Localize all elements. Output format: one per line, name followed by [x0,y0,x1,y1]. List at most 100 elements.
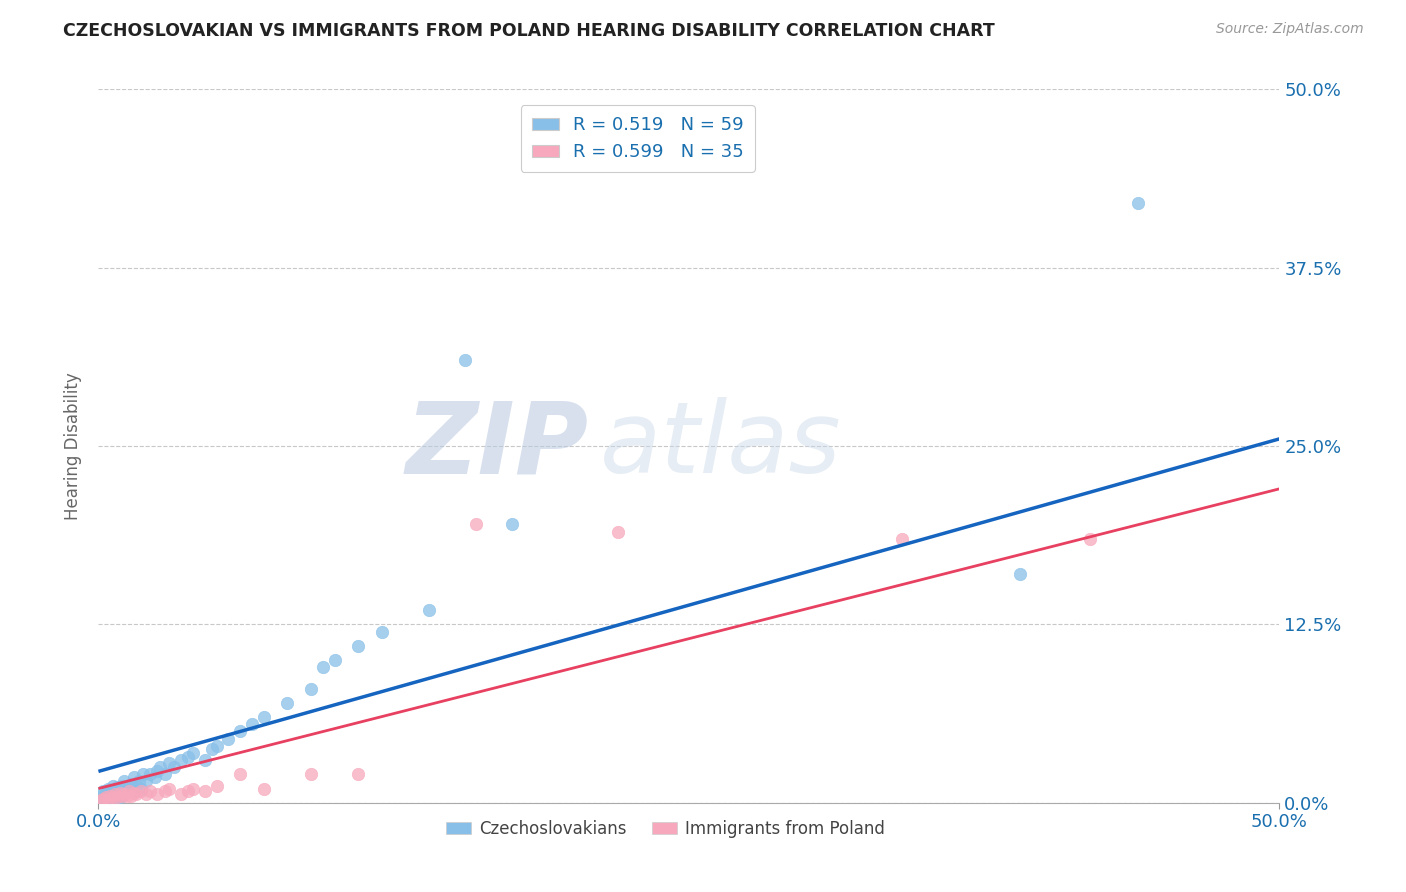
Point [101,789,124,803]
Point [194,784,217,798]
Point [97,790,120,805]
Point [101,790,124,805]
Point [347,767,370,781]
Point [240,717,263,731]
Point [135,774,157,789]
Point [128,774,150,789]
Legend: Czechoslovakians, Immigrants from Poland: Czechoslovakians, Immigrants from Poland [439,814,891,845]
Point [323,653,346,667]
Point [101,779,124,793]
Point [94,793,117,807]
Point [98,789,121,803]
Point [118,784,141,798]
Point [90,789,112,803]
Point [149,760,172,774]
Point [312,660,335,674]
Point [1126,196,1149,211]
Point [132,767,155,781]
Point [121,777,143,791]
Point [111,789,134,803]
Point [1080,532,1102,546]
Point [91,784,114,798]
Point [112,786,135,800]
Point [229,767,252,781]
Point [111,779,134,793]
Point [253,781,276,796]
Point [201,741,224,756]
Point [181,781,204,796]
Point [129,784,152,798]
Point [205,739,228,753]
Point [104,790,127,805]
Point [170,753,193,767]
Point [299,767,322,781]
Point [129,781,152,796]
Point [170,787,193,801]
Point [122,784,145,798]
Point [177,750,200,764]
Point [105,780,128,794]
Point [157,781,180,796]
Point [453,353,475,368]
Point [112,787,135,801]
Text: ZIP: ZIP [405,398,589,494]
Point [205,779,228,793]
Point [276,696,298,710]
Point [139,784,162,798]
Point [97,791,120,805]
Point [125,779,148,793]
Point [94,786,117,800]
Point [229,724,252,739]
Point [890,532,912,546]
Point [104,783,127,797]
Point [122,770,145,784]
Point [98,791,121,805]
Point [181,746,204,760]
Point [135,787,157,801]
Point [125,787,148,801]
Point [91,791,114,805]
Point [194,753,217,767]
Text: atlas: atlas [600,398,842,494]
Point [105,787,128,801]
Point [146,787,169,801]
Point [108,786,131,800]
Point [153,767,176,781]
Point [217,731,239,746]
Point [177,784,200,798]
Point [157,756,180,770]
Point [115,784,138,798]
Point [501,517,523,532]
Point [108,781,131,796]
Point [112,774,135,789]
Point [90,793,112,807]
Point [299,681,322,696]
Point [121,789,143,803]
Point [253,710,276,724]
Y-axis label: Hearing Disability: Hearing Disability [65,372,83,520]
Point [1008,567,1031,582]
Point [163,760,186,774]
Point [111,789,134,803]
Point [98,784,121,798]
Point [91,791,114,805]
Point [347,639,370,653]
Point [122,786,145,800]
Point [418,603,440,617]
Point [97,781,120,796]
Point [146,764,169,779]
Point [94,790,117,805]
Point [143,770,166,784]
Point [105,790,128,805]
Point [153,784,176,798]
Point [104,787,127,801]
Text: Source: ZipAtlas.com: Source: ZipAtlas.com [1216,22,1364,37]
Point [108,790,131,805]
Point [118,781,141,796]
Point [465,517,488,532]
Point [607,524,630,539]
Point [115,789,138,803]
Point [371,624,394,639]
Point [139,767,162,781]
Text: CZECHOSLOVAKIAN VS IMMIGRANTS FROM POLAND HEARING DISABILITY CORRELATION CHART: CZECHOSLOVAKIAN VS IMMIGRANTS FROM POLAN… [63,22,995,40]
